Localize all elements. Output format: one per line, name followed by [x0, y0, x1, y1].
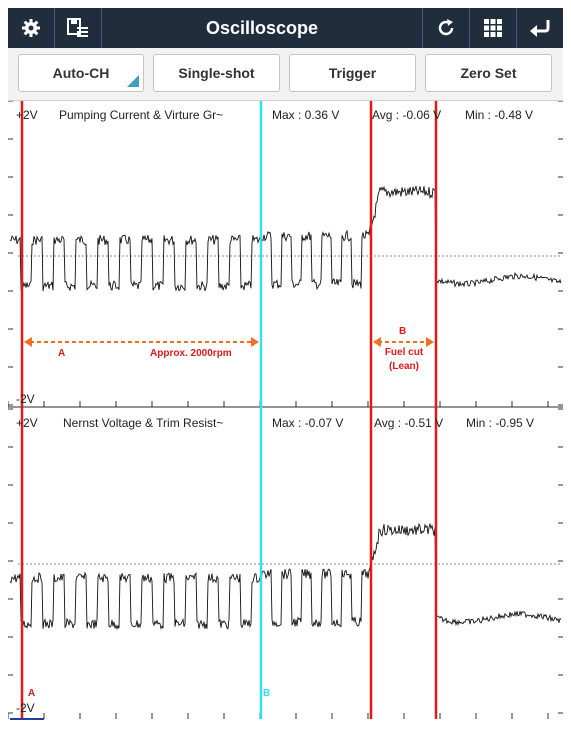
ch2-avg: Avg : -0.51 V	[374, 416, 444, 430]
approx-rpm-label: Approx. 2000rpm	[150, 348, 232, 359]
toolbar-separator	[469, 8, 470, 48]
ch1-avg: Avg : -0.06 V	[372, 108, 442, 122]
single-shot-button[interactable]: Single-shot	[153, 54, 280, 92]
app-title: Oscilloscope	[205, 17, 319, 38]
dropdown-corner-icon	[127, 75, 139, 87]
auto-ch-button[interactable]: Auto-CH	[18, 54, 144, 92]
ch2-min: Min : -0.95 V	[466, 416, 535, 430]
region-a-arrow	[24, 337, 259, 347]
refresh-icon[interactable]	[423, 8, 469, 48]
top-toolbar: Oscilloscope	[8, 8, 563, 48]
save-list-icon[interactable]	[55, 8, 101, 48]
ch2-scale-bottom: -2V	[16, 701, 35, 715]
region-a-label: A	[58, 348, 66, 359]
cursor-b-label: B	[263, 688, 271, 699]
auto-ch-label: Auto-CH	[52, 65, 110, 81]
grid-icon[interactable]	[470, 8, 516, 48]
zero-set-button[interactable]: Zero Set	[425, 54, 552, 92]
toolbar-separator	[54, 8, 55, 48]
ch1-scale-top: +2V	[16, 108, 38, 122]
gear-icon[interactable]	[8, 8, 54, 48]
ch1-min: Min : -0.48 V	[465, 108, 534, 122]
ch2-max: Max : -0.07 V	[272, 416, 344, 430]
oscilloscope-display[interactable]	[8, 101, 563, 721]
ch2-name: Nernst Voltage & Trim Resist~	[63, 416, 224, 430]
trigger-button[interactable]: Trigger	[289, 54, 416, 92]
ch1-name: Pumping Current & Virture Gr~	[59, 108, 224, 122]
fuel-cut-label: Fuel cut	[384, 347, 424, 358]
waveform-ch1	[9, 185, 562, 292]
toolbar-separator	[101, 8, 102, 48]
ch2-scale-top: +2V	[16, 416, 38, 430]
toolbar-separator	[516, 8, 517, 48]
waveform-ch2	[9, 522, 562, 631]
lean-label: (Lean)	[389, 361, 419, 372]
cursor-a-label: A	[28, 688, 36, 699]
region-b-arrow	[373, 337, 434, 347]
ch1-max: Max : 0.36 V	[272, 108, 340, 122]
ch1-scale-bottom: -2V	[16, 392, 35, 406]
toolbar-separator	[422, 8, 423, 48]
control-button-row: Auto-CH Single-shot Trigger Zero Set	[8, 48, 563, 101]
back-icon[interactable]	[517, 8, 563, 48]
region-b-label: B	[399, 326, 407, 337]
